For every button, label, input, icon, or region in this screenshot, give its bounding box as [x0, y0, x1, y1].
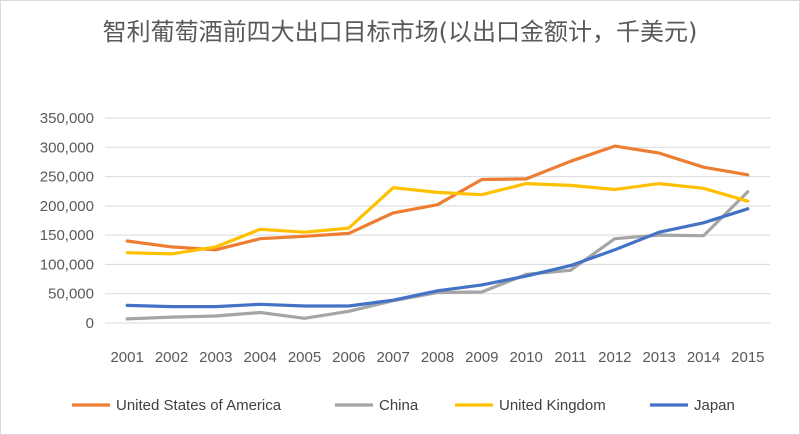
legend: United States of America China United King… — [72, 397, 735, 414]
y-tick-label: 0 — [86, 315, 94, 332]
x-tick-label: 2010 — [509, 349, 542, 366]
y-tick-label: 100,000 — [40, 256, 94, 273]
y-tick-label: 350,000 — [40, 110, 94, 127]
series-line-china — [125, 190, 750, 321]
x-tick-label: 2015 — [731, 349, 764, 366]
series-lines — [125, 144, 750, 321]
x-tick-label: 2005 — [288, 349, 321, 366]
x-tick-label: 2001 — [110, 349, 143, 366]
series-line-united-states-of-america — [125, 144, 750, 252]
x-tick-label: 2014 — [687, 349, 720, 366]
x-tick-label: 2003 — [199, 349, 232, 366]
legend-label-japan: Japan — [694, 397, 735, 414]
x-tick-label: 2002 — [155, 349, 188, 366]
x-tick-label: 2006 — [332, 349, 365, 366]
legend-label-united-states-of-america: United States of America — [116, 397, 282, 414]
x-tick-label: 2013 — [642, 349, 675, 366]
y-tick-label: 300,000 — [40, 139, 94, 156]
x-tick-label: 2009 — [465, 349, 498, 366]
x-tick-label: 2012 — [598, 349, 631, 366]
legend-label-china: China — [379, 397, 419, 414]
x-tick-label: 2011 — [554, 349, 586, 366]
chart-title: 智利葡萄酒前四大出口目标市场(以出口金额计，千美元) — [102, 18, 698, 46]
y-axis-ticks: 0 50,000 100,000 150,000 200,000 250,000 300,0… — [40, 110, 94, 332]
x-tick-label: 2007 — [376, 349, 409, 366]
y-tick-label: 250,000 — [40, 169, 94, 186]
x-tick-label: 2004 — [243, 349, 276, 366]
x-axis-ticks: 2001 2002 2003 2004 2005 2006 2007 2008 2009 2010… — [110, 349, 764, 366]
y-tick-label: 150,000 — [40, 227, 94, 244]
series-line-japan — [125, 207, 750, 309]
y-tick-label: 50,000 — [48, 286, 94, 303]
x-tick-label: 2008 — [421, 349, 454, 366]
y-tick-label: 200,000 — [40, 198, 94, 215]
legend-label-united-kingdom: United Kingdom — [499, 397, 606, 414]
series-line-united-kingdom — [125, 182, 750, 256]
